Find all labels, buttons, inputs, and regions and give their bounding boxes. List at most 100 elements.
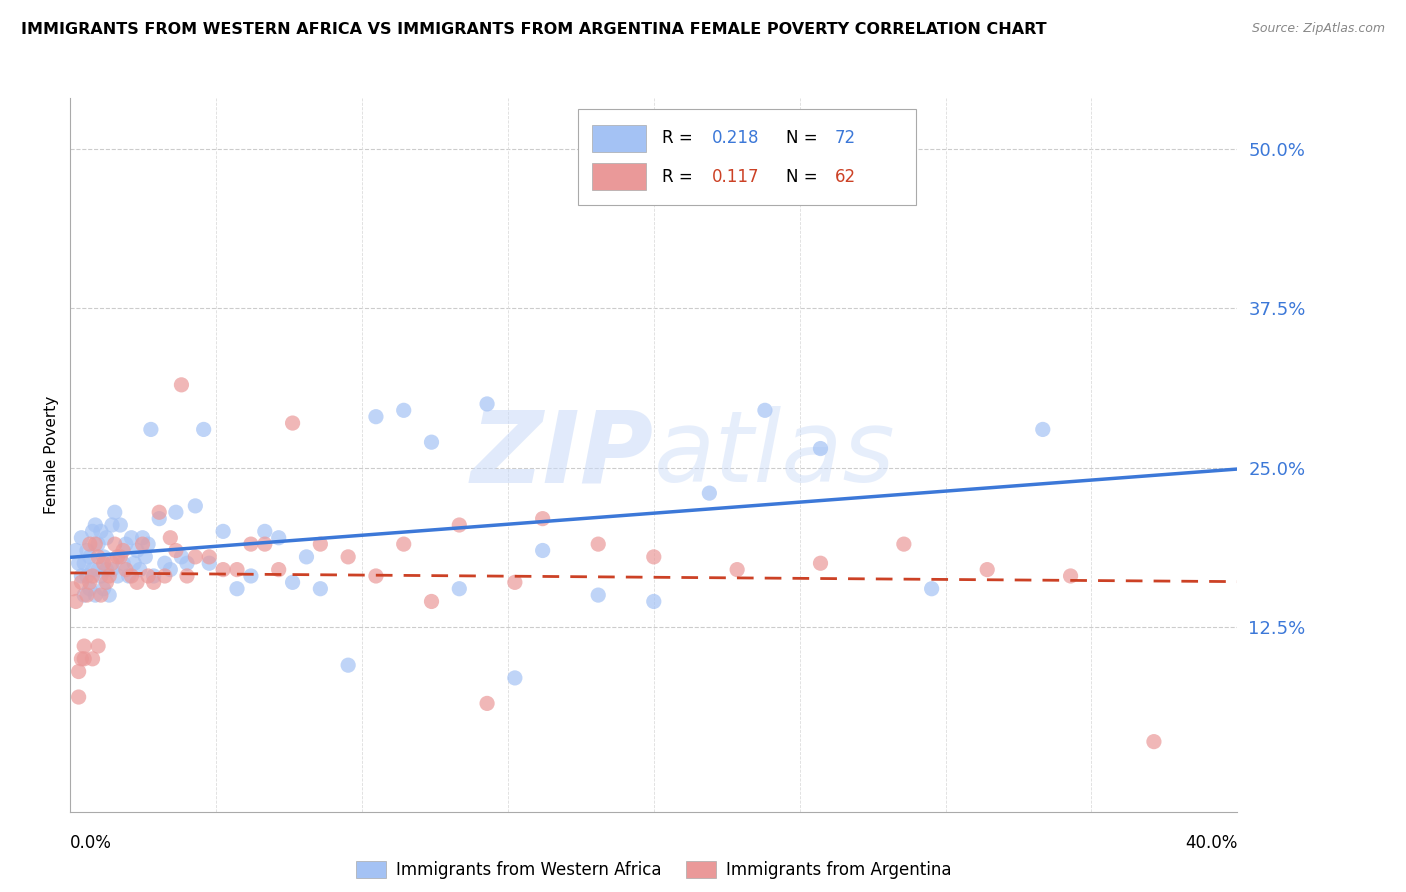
Point bbox=[586, 537, 609, 551]
Point bbox=[82, 563, 104, 577]
Point bbox=[104, 505, 127, 519]
Point bbox=[810, 556, 832, 570]
Point bbox=[112, 543, 135, 558]
Point bbox=[107, 549, 129, 564]
Point bbox=[115, 563, 138, 577]
Point bbox=[531, 511, 554, 525]
Point bbox=[531, 543, 554, 558]
Text: atlas: atlas bbox=[654, 407, 896, 503]
Point bbox=[87, 537, 110, 551]
Point bbox=[148, 505, 170, 519]
Point bbox=[475, 397, 498, 411]
Point bbox=[70, 575, 93, 590]
Point bbox=[921, 582, 943, 596]
Point bbox=[76, 569, 98, 583]
Point bbox=[503, 575, 526, 590]
Point bbox=[449, 518, 471, 533]
Text: 72: 72 bbox=[835, 129, 856, 147]
Point bbox=[79, 575, 101, 590]
Point bbox=[118, 569, 141, 583]
Point bbox=[142, 569, 165, 583]
Point bbox=[364, 569, 387, 583]
Point bbox=[128, 563, 150, 577]
Point bbox=[115, 537, 138, 551]
Point bbox=[90, 588, 112, 602]
Point bbox=[101, 563, 124, 577]
Point bbox=[586, 588, 609, 602]
Point bbox=[87, 549, 110, 564]
Point bbox=[267, 531, 290, 545]
Point bbox=[170, 549, 193, 564]
Point bbox=[122, 556, 145, 570]
Point bbox=[212, 563, 235, 577]
Point bbox=[392, 537, 415, 551]
Point bbox=[98, 569, 121, 583]
Point bbox=[67, 665, 90, 679]
Point bbox=[420, 435, 443, 450]
Point bbox=[198, 556, 221, 570]
Point bbox=[184, 549, 207, 564]
Point bbox=[976, 563, 998, 577]
Point bbox=[67, 690, 90, 704]
Point bbox=[1059, 569, 1081, 583]
Point bbox=[643, 549, 665, 564]
Point bbox=[101, 518, 124, 533]
Point bbox=[337, 658, 360, 673]
Point bbox=[337, 549, 360, 564]
Point bbox=[643, 594, 665, 608]
Point bbox=[79, 582, 101, 596]
Text: Source: ZipAtlas.com: Source: ZipAtlas.com bbox=[1251, 22, 1385, 36]
Point bbox=[226, 582, 249, 596]
Point bbox=[1143, 734, 1166, 748]
Point bbox=[309, 537, 332, 551]
Point bbox=[136, 537, 159, 551]
Point bbox=[67, 556, 90, 570]
Point bbox=[131, 531, 153, 545]
Point bbox=[364, 409, 387, 424]
Point bbox=[96, 563, 118, 577]
Text: 0.117: 0.117 bbox=[713, 168, 759, 186]
Point bbox=[165, 543, 187, 558]
Point bbox=[104, 537, 127, 551]
Text: R =: R = bbox=[662, 129, 693, 147]
Point bbox=[110, 549, 132, 564]
Point bbox=[136, 569, 159, 583]
Point bbox=[82, 652, 104, 666]
FancyBboxPatch shape bbox=[578, 109, 917, 205]
Point bbox=[699, 486, 721, 500]
Point bbox=[87, 563, 110, 577]
Point bbox=[93, 556, 115, 570]
Point bbox=[449, 582, 471, 596]
Point bbox=[309, 582, 332, 596]
Point bbox=[810, 442, 832, 456]
Point bbox=[76, 588, 98, 602]
Point bbox=[267, 563, 290, 577]
Point bbox=[73, 588, 96, 602]
Legend: Immigrants from Western Africa, Immigrants from Argentina: Immigrants from Western Africa, Immigran… bbox=[349, 854, 959, 886]
Point bbox=[125, 575, 148, 590]
Point bbox=[70, 531, 93, 545]
Point bbox=[90, 524, 112, 539]
Point bbox=[79, 549, 101, 564]
Point bbox=[159, 531, 181, 545]
Text: N =: N = bbox=[786, 168, 817, 186]
FancyBboxPatch shape bbox=[592, 125, 645, 152]
Point bbox=[281, 416, 304, 430]
Point bbox=[295, 549, 318, 564]
Point bbox=[65, 594, 87, 608]
Point bbox=[193, 422, 215, 436]
Point bbox=[153, 556, 176, 570]
Point bbox=[159, 563, 181, 577]
Point bbox=[184, 499, 207, 513]
Point bbox=[84, 588, 107, 602]
Text: ZIP: ZIP bbox=[471, 407, 654, 503]
Point bbox=[420, 594, 443, 608]
Point bbox=[131, 537, 153, 551]
Y-axis label: Female Poverty: Female Poverty bbox=[44, 396, 59, 514]
Point bbox=[239, 537, 262, 551]
Point bbox=[176, 556, 198, 570]
Point bbox=[226, 563, 249, 577]
Point bbox=[212, 524, 235, 539]
Point bbox=[165, 505, 187, 519]
Text: R =: R = bbox=[662, 168, 693, 186]
